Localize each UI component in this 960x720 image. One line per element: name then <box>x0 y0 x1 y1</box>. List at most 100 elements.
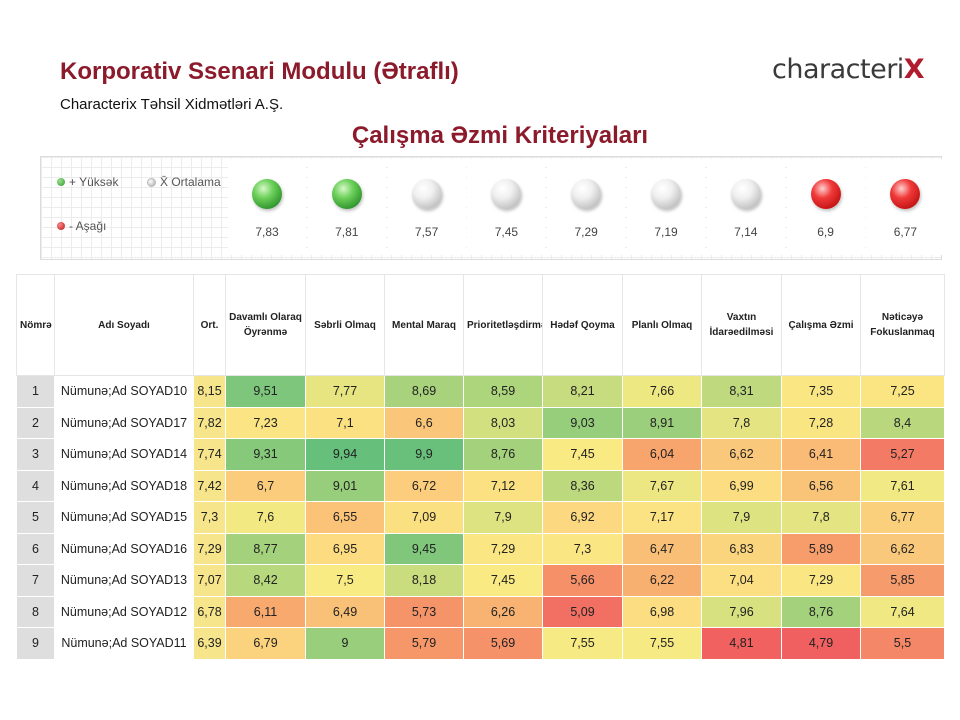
score-cell: 6,11 <box>225 595 306 628</box>
score-cell: 7,77 <box>305 375 385 408</box>
average-value: 7,29 <box>574 225 598 239</box>
average-column: 7,19 <box>627 159 705 255</box>
score-cell: 7,29 <box>781 564 861 597</box>
green-ball-icon <box>252 179 282 209</box>
score-cell: 8,18 <box>384 564 464 597</box>
page-title: Korporativ Ssenari Modulu (Ətraflı) <box>60 58 459 85</box>
header-criterion: Səbrli Olmaq <box>305 274 385 376</box>
score-cell: 9,51 <box>225 375 306 408</box>
table-row: 5 Nümunə;Ad SOYAD15 7,3 7,6 6,55 7,09 7,9 6,92 7… <box>16 501 945 534</box>
score-cell: 5,85 <box>860 564 945 597</box>
score-cell: 6,62 <box>860 532 945 565</box>
header-criterion: Mental Maraq <box>384 274 464 376</box>
score-cell: 9 <box>305 627 385 660</box>
score-cell: 9,9 <box>384 438 464 471</box>
row-average: 7,82 <box>193 406 226 439</box>
green-dot-icon <box>57 178 65 186</box>
average-column: 6,77 <box>866 159 945 255</box>
score-cell: 7,12 <box>463 469 543 502</box>
header-criterion: Prioritetləşdirmə <box>463 274 543 376</box>
table-row: 9 Nümunə;Ad SOYAD11 6,39 6,79 9 5,79 5,69 7,55 7… <box>16 627 945 660</box>
score-cell: 5,09 <box>542 595 623 628</box>
score-cell: 5,66 <box>542 564 623 597</box>
row-number: 4 <box>16 469 55 502</box>
average-value: 7,57 <box>414 225 439 239</box>
score-cell: 6,41 <box>781 438 861 471</box>
average-column: 7,57 <box>387 159 466 255</box>
row-number: 2 <box>16 406 55 439</box>
score-cell: 7,55 <box>622 627 702 660</box>
score-cell: 6,99 <box>701 469 782 502</box>
average-column: 7,45 <box>467 159 546 255</box>
score-cell: 5,79 <box>384 627 464 660</box>
score-cell: 6,95 <box>305 532 385 565</box>
score-cell: 8,03 <box>463 406 543 439</box>
gray-dot-icon <box>147 177 156 187</box>
red-ball-icon <box>810 179 841 209</box>
score-cell: 8,76 <box>781 595 861 628</box>
row-name: Nümunə;Ad SOYAD16 <box>54 532 194 565</box>
score-cell: 7,23 <box>225 406 306 439</box>
score-cell: 6,26 <box>463 595 543 628</box>
score-cell: 5,89 <box>781 532 861 565</box>
score-cell: 8,4 <box>860 406 945 439</box>
score-cell: 7,67 <box>622 469 702 502</box>
row-average: 7,42 <box>193 469 226 502</box>
header-criterion: Vaxtın İdarəedilməsi <box>701 274 782 376</box>
score-cell: 7,96 <box>701 595 782 628</box>
table-row: 7 Nümunə;Ad SOYAD13 7,07 8,42 7,5 8,18 7,45 5,6… <box>16 564 945 597</box>
score-cell: 7,64 <box>860 595 945 628</box>
row-average: 7,07 <box>193 564 226 597</box>
score-cell: 8,76 <box>463 438 543 471</box>
logo-x-mark: X <box>903 54 925 85</box>
green-ball-icon <box>331 179 362 209</box>
average-column: 6,9 <box>786 159 865 255</box>
score-cell: 6,56 <box>781 469 861 502</box>
row-average: 8,15 <box>193 375 226 408</box>
average-column: 7,81 <box>307 159 386 255</box>
row-name: Nümunə;Ad SOYAD10 <box>54 375 194 408</box>
average-value: 7,14 <box>734 225 758 239</box>
score-cell: 7,8 <box>781 501 861 534</box>
company-subtitle: Characterix Təhsil Xidmətləri A.Ş. <box>60 96 284 113</box>
average-value: 6,77 <box>893 225 918 239</box>
table-row: 8 Nümunə;Ad SOYAD12 6,78 6,11 6,49 5,73 6,26 5,… <box>16 595 945 628</box>
score-cell: 8,69 <box>384 375 464 408</box>
gray-ball-icon <box>491 179 522 209</box>
row-name: Nümunə;Ad SOYAD18 <box>54 469 194 502</box>
score-cell: 8,59 <box>463 375 543 408</box>
legend-high: + Yüksək <box>57 175 118 189</box>
header-average: Ort. <box>193 274 226 376</box>
score-cell: 7,25 <box>860 375 945 408</box>
table-row: 6 Nümunə;Ad SOYAD16 7,29 8,77 6,95 9,45 7,29 7,… <box>16 532 945 565</box>
score-cell: 7,17 <box>622 501 702 534</box>
red-ball-icon <box>890 179 921 209</box>
row-number: 5 <box>16 501 55 534</box>
header-criterion: Hədəf Qoyma <box>542 274 623 376</box>
average-value: 7,83 <box>255 225 279 239</box>
score-cell: 6,72 <box>384 469 464 502</box>
row-average: 7,74 <box>193 438 226 471</box>
score-cell: 6,22 <box>622 564 702 597</box>
score-cell: 9,45 <box>384 532 464 565</box>
score-cell: 6,92 <box>542 501 623 534</box>
score-cell: 7,04 <box>701 564 782 597</box>
legend-low: - Aşağı <box>57 219 106 233</box>
score-cell: 8,36 <box>542 469 623 502</box>
header-criterion: Davamlı Olaraq Öyrənmə <box>225 274 306 376</box>
table-row: 4 Nümunə;Ad SOYAD18 7,42 6,7 9,01 6,72 7,12 8,3… <box>16 469 945 502</box>
legend-high-label: + Yüksək <box>69 175 119 189</box>
score-cell: 7,9 <box>463 501 543 534</box>
score-cell: 6,49 <box>305 595 385 628</box>
gray-ball-icon <box>571 179 602 209</box>
table-body: 1 Nümunə;Ad SOYAD10 8,15 9,51 7,77 8,69 8,59 8,… <box>16 375 945 660</box>
score-cell: 7,29 <box>463 532 543 565</box>
row-average: 7,3 <box>193 501 226 534</box>
score-cell: 7,45 <box>463 564 543 597</box>
score-cell: 6,55 <box>305 501 385 534</box>
score-cell: 5,5 <box>860 627 945 660</box>
score-cell: 7,61 <box>860 469 945 502</box>
section-title: Çalışma Əzmi Kriteriyaları <box>351 122 649 149</box>
score-cell: 7,9 <box>701 501 782 534</box>
score-cell: 7,35 <box>781 375 861 408</box>
